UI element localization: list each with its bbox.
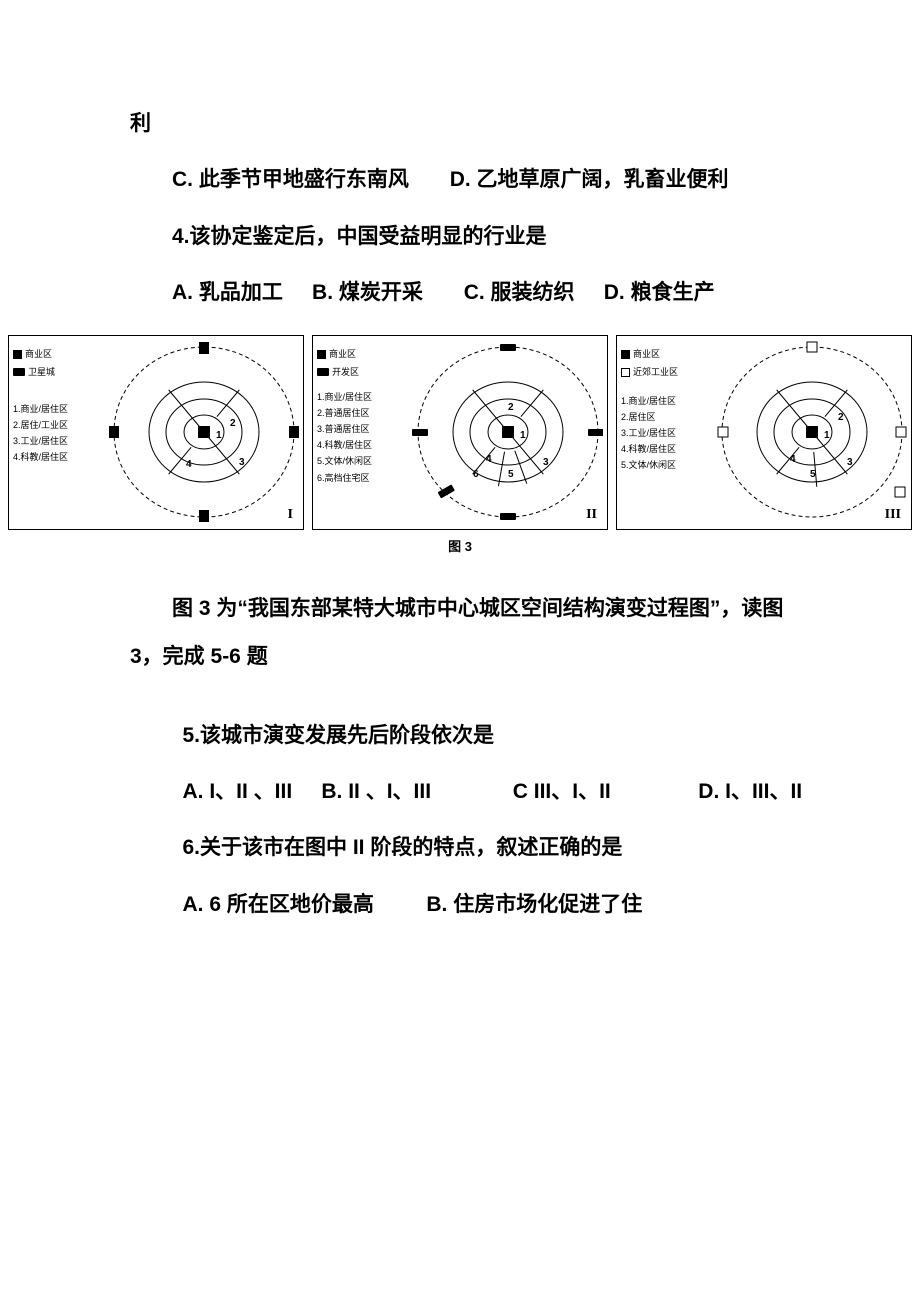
swatch-blackwide <box>317 368 329 376</box>
svg-text:2: 2 <box>508 402 514 413</box>
panel-1-label: I <box>288 507 293 523</box>
legend-label: 卫星城 <box>28 364 55 380</box>
zone-row: 3.普通居住区 <box>317 421 372 437</box>
q4-stem: 4.该协定鉴定后，中国受益明显的行业是 <box>130 213 810 261</box>
q5-a: A. I、II 、III <box>183 780 293 803</box>
intro-text: 图 3 为“我国东部某特大城市中心城区空间结构演变过程图”，读图 3，完成 5-… <box>130 585 810 682</box>
legend-label: 商业区 <box>633 346 660 362</box>
q5-options-line1: A. I、II 、III B. II 、I、III C III、I、II D. … <box>130 768 810 816</box>
svg-text:2: 2 <box>230 418 236 429</box>
q4-b: B. 煤炭开采 <box>312 281 423 304</box>
swatch-black <box>317 350 326 359</box>
svg-text:3: 3 <box>543 457 549 468</box>
panel-3-label: III <box>885 507 901 523</box>
q6-options: A. 6 所在区地价最高 B. 住房市场化促进了住 <box>130 881 810 929</box>
panel-1-legend: 商业区 卫星城 1.商业/居住区 2.居住/工业区 3.工业/居住区 4.科教/… <box>13 346 68 465</box>
zone-row: 3.工业/居住区 <box>621 425 678 441</box>
svg-text:4: 4 <box>790 454 796 465</box>
zone-row: 1.商业/居住区 <box>621 393 678 409</box>
figure-3-row: 商业区 卫星城 1.商业/居住区 2.居住/工业区 3.工业/居住区 4.科教/… <box>0 325 920 534</box>
legend-label: 商业区 <box>25 346 52 362</box>
panel-2-legend: 商业区 开发区 1.商业/居住区 2.普通居住区 3.普通居住区 4.科教/居住… <box>317 346 372 486</box>
panel-1-rings: 1 2 3 4 <box>104 340 299 525</box>
zone-row: 2.居住/工业区 <box>13 417 68 433</box>
svg-text:4: 4 <box>186 459 192 470</box>
svg-text:5: 5 <box>810 469 816 480</box>
svg-text:1: 1 <box>520 430 526 441</box>
zone-row: 4.科教/居住区 <box>621 441 678 457</box>
q4-options: A. 乳品加工 B. 煤炭开采 C. 服装纺织 D. 粮食生产 <box>130 269 810 317</box>
panel-2-rings: 1 2 3 4 5 6 <box>408 340 603 525</box>
svg-text:5: 5 <box>508 469 514 480</box>
svg-text:6: 6 <box>473 469 479 480</box>
legend-label: 开发区 <box>332 364 359 380</box>
frag-li: 利 <box>130 100 810 148</box>
swatch-black <box>621 350 630 359</box>
legend-label: 近郊工业区 <box>633 364 678 380</box>
zone-row: 6.高档住宅区 <box>317 470 372 486</box>
svg-text:1: 1 <box>824 430 830 441</box>
legend-label: 商业区 <box>329 346 356 362</box>
zone-row: 5.文体/休闲区 <box>621 457 678 473</box>
svg-text:4: 4 <box>486 454 492 465</box>
panel-2-label: II <box>586 507 597 523</box>
q4-d: D. 粮食生产 <box>604 281 715 304</box>
svg-text:1: 1 <box>216 430 222 441</box>
zone-row: 1.商业/居住区 <box>13 401 68 417</box>
zone-row: 4.科教/居住区 <box>13 449 68 465</box>
q5-c: C III、I、II <box>513 780 611 803</box>
panel-3-rings: 1 2 3 4 5 <box>712 340 907 525</box>
panel-3-legend: 商业区 近郊工业区 1.商业/居住区 2.居住区 3.工业/居住区 4.科教/居… <box>621 346 678 473</box>
opt-c: C. 此季节甲地盛行东南风 <box>172 168 409 191</box>
q3-options-cd: C. 此季节甲地盛行东南风 D. 乙地草原广阔，乳畜业便利 <box>130 156 810 204</box>
zone-row: 5.文体/休闲区 <box>317 453 372 469</box>
q5-stem: 5.该城市演变发展先后阶段依次是 <box>130 712 810 760</box>
panel-1: 商业区 卫星城 1.商业/居住区 2.居住/工业区 3.工业/居住区 4.科教/… <box>8 335 304 530</box>
svg-text:3: 3 <box>847 457 853 468</box>
panel-3: 商业区 近郊工业区 1.商业/居住区 2.居住区 3.工业/居住区 4.科教/居… <box>616 335 912 530</box>
zone-row: 2.普通居住区 <box>317 405 372 421</box>
swatch-blackwide <box>13 368 25 376</box>
panel-2: 商业区 开发区 1.商业/居住区 2.普通居住区 3.普通居住区 4.科教/居住… <box>312 335 608 530</box>
figure-caption: 图 3 <box>0 536 920 555</box>
q4-a: A. 乳品加工 <box>172 281 283 304</box>
svg-text:3: 3 <box>239 457 245 468</box>
zone-row: 2.居住区 <box>621 409 678 425</box>
svg-text:2: 2 <box>838 412 844 423</box>
q4-c: C. 服装纺织 <box>464 281 575 304</box>
swatch-black <box>13 350 22 359</box>
q6-a: A. 6 所在区地价最高 <box>183 893 374 916</box>
zone-row: 4.科教/居住区 <box>317 437 372 453</box>
q5-b: B. II 、I、III <box>321 780 431 803</box>
swatch-white <box>621 368 630 377</box>
opt-d: D. 乙地草原广阔，乳畜业便利 <box>450 168 729 191</box>
zone-row: 1.商业/居住区 <box>317 389 372 405</box>
q5-d: D. I、III、II <box>698 780 802 803</box>
q6-b: B. 住房市场化促进了住 <box>426 893 642 916</box>
zone-row: 3.工业/居住区 <box>13 433 68 449</box>
q6-stem: 6.关于该市在图中 II 阶段的特点，叙述正确的是 <box>130 824 810 872</box>
